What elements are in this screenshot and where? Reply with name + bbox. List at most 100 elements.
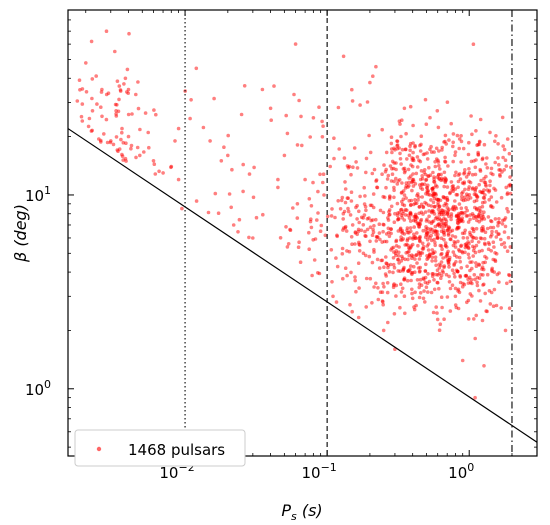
data-point xyxy=(423,269,428,273)
data-point xyxy=(343,200,348,205)
data-point xyxy=(400,256,405,261)
data-point xyxy=(111,142,116,147)
data-point xyxy=(251,236,255,240)
data-point xyxy=(481,195,486,200)
data-point xyxy=(362,213,367,217)
data-point xyxy=(422,182,427,186)
data-point xyxy=(407,246,411,250)
data-point xyxy=(230,167,234,172)
data-point xyxy=(494,200,499,204)
data-point xyxy=(346,206,350,211)
data-point xyxy=(342,209,347,214)
data-point xyxy=(410,256,414,261)
data-point xyxy=(398,122,402,126)
data-point xyxy=(376,297,381,302)
data-point xyxy=(317,105,321,109)
data-point xyxy=(432,150,436,154)
data-point xyxy=(102,132,106,136)
data-point xyxy=(241,189,245,194)
data-point xyxy=(487,198,492,202)
data-point xyxy=(386,226,391,231)
data-point xyxy=(449,217,453,222)
data-point xyxy=(478,117,483,122)
data-point xyxy=(208,139,212,143)
data-point xyxy=(445,212,450,216)
data-point xyxy=(122,82,126,86)
data-point xyxy=(447,265,451,269)
data-point xyxy=(450,283,455,288)
data-point xyxy=(430,209,434,214)
data-point xyxy=(319,223,324,228)
data-point xyxy=(415,165,420,169)
data-point xyxy=(480,157,485,162)
data-point xyxy=(449,121,454,126)
data-point xyxy=(435,236,440,240)
data-point xyxy=(468,217,472,222)
data-point xyxy=(453,150,458,154)
data-point xyxy=(113,49,117,54)
data-point xyxy=(497,162,501,167)
data-point xyxy=(389,227,393,232)
data-point xyxy=(142,150,146,154)
data-point xyxy=(503,224,508,229)
data-point xyxy=(309,204,314,208)
data-point xyxy=(375,185,379,190)
data-point xyxy=(503,328,508,333)
data-point xyxy=(451,184,456,188)
data-point xyxy=(451,140,456,145)
data-point xyxy=(410,188,414,193)
data-point xyxy=(297,240,301,244)
data-point xyxy=(147,145,151,150)
data-point xyxy=(459,218,464,223)
data-point xyxy=(95,102,99,106)
data-point xyxy=(424,122,429,126)
data-point xyxy=(381,222,386,227)
data-point xyxy=(423,97,428,102)
data-point xyxy=(488,130,492,135)
data-point xyxy=(407,249,411,254)
data-point xyxy=(341,54,346,59)
data-point xyxy=(413,257,417,261)
data-point xyxy=(188,116,192,121)
data-point xyxy=(438,322,443,327)
data-point xyxy=(374,239,379,243)
data-point xyxy=(115,79,120,83)
data-point xyxy=(439,276,443,281)
data-point xyxy=(431,251,435,255)
data-point xyxy=(480,318,485,323)
data-point xyxy=(465,236,470,240)
data-point xyxy=(464,206,468,210)
data-point xyxy=(349,199,354,203)
data-point xyxy=(429,221,434,225)
data-point xyxy=(471,248,476,253)
legend: 1468 pulsars xyxy=(74,429,246,467)
data-point xyxy=(411,172,415,176)
data-point xyxy=(407,198,412,203)
y-tick-label: 100 xyxy=(25,378,51,399)
data-point xyxy=(443,244,448,248)
data-point xyxy=(390,150,394,155)
data-point xyxy=(490,269,495,274)
plot-background xyxy=(68,10,537,456)
data-point xyxy=(442,233,447,237)
data-point xyxy=(477,182,482,187)
data-point xyxy=(452,263,456,267)
data-point xyxy=(434,146,439,151)
data-point xyxy=(402,203,407,208)
data-point xyxy=(368,80,372,85)
data-point xyxy=(402,276,407,281)
data-point xyxy=(454,227,459,231)
data-point xyxy=(467,193,472,197)
data-point xyxy=(282,153,287,158)
data-point xyxy=(433,164,438,169)
data-point xyxy=(332,156,336,161)
data-point xyxy=(439,236,444,240)
data-point xyxy=(443,222,447,226)
data-point xyxy=(436,200,440,205)
data-point xyxy=(474,215,479,219)
data-point xyxy=(476,150,480,155)
data-point xyxy=(345,273,349,278)
data-point xyxy=(505,137,510,141)
data-point xyxy=(460,194,464,199)
data-point xyxy=(420,187,425,191)
